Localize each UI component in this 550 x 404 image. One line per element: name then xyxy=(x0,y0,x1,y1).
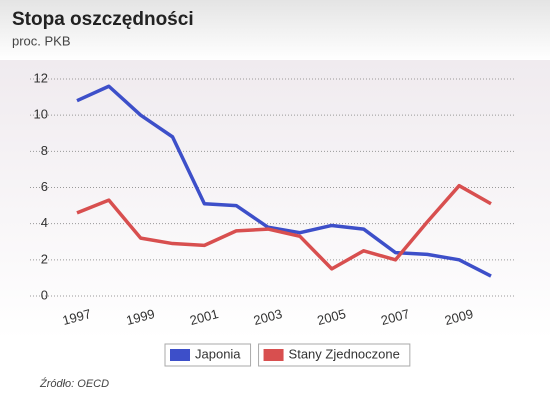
y-tick-label: 6 xyxy=(41,179,48,194)
data-line xyxy=(76,84,492,278)
y-tick-label: 12 xyxy=(34,70,48,85)
source-note: Źródło: OECD xyxy=(39,377,109,390)
x-tick-label: 2005 xyxy=(316,306,348,328)
chart-subtitle: proc. PKB xyxy=(12,33,71,48)
plot-background xyxy=(0,60,550,340)
data-line xyxy=(76,183,492,271)
chart-title: Stopa oszczędności xyxy=(12,9,194,30)
y-tick-label: 8 xyxy=(41,143,48,158)
x-tick-label: 1997 xyxy=(61,306,93,328)
legend-item: Stany Zjednoczone xyxy=(258,343,411,367)
x-tick-label: 2007 xyxy=(379,306,411,328)
legend-label: Japonia xyxy=(195,346,241,361)
header-band xyxy=(0,0,550,60)
legend-label: Stany Zjednoczone xyxy=(289,346,400,361)
legend: Japonia Stany Zjednoczone xyxy=(164,343,411,367)
legend-swatch xyxy=(170,349,190,361)
legend-item: Japonia xyxy=(164,343,252,367)
y-tick-label: 4 xyxy=(41,215,48,230)
x-tick-label: 2009 xyxy=(443,306,475,328)
y-tick-label: 10 xyxy=(34,107,48,122)
x-tick-label: 2003 xyxy=(252,306,284,328)
x-tick-label: 2001 xyxy=(188,306,220,328)
y-tick-label: 2 xyxy=(41,251,48,266)
y-tick-label: 0 xyxy=(41,287,48,302)
x-tick-label: 1999 xyxy=(125,306,157,328)
legend-box xyxy=(258,343,411,367)
legend-swatch xyxy=(263,349,284,361)
